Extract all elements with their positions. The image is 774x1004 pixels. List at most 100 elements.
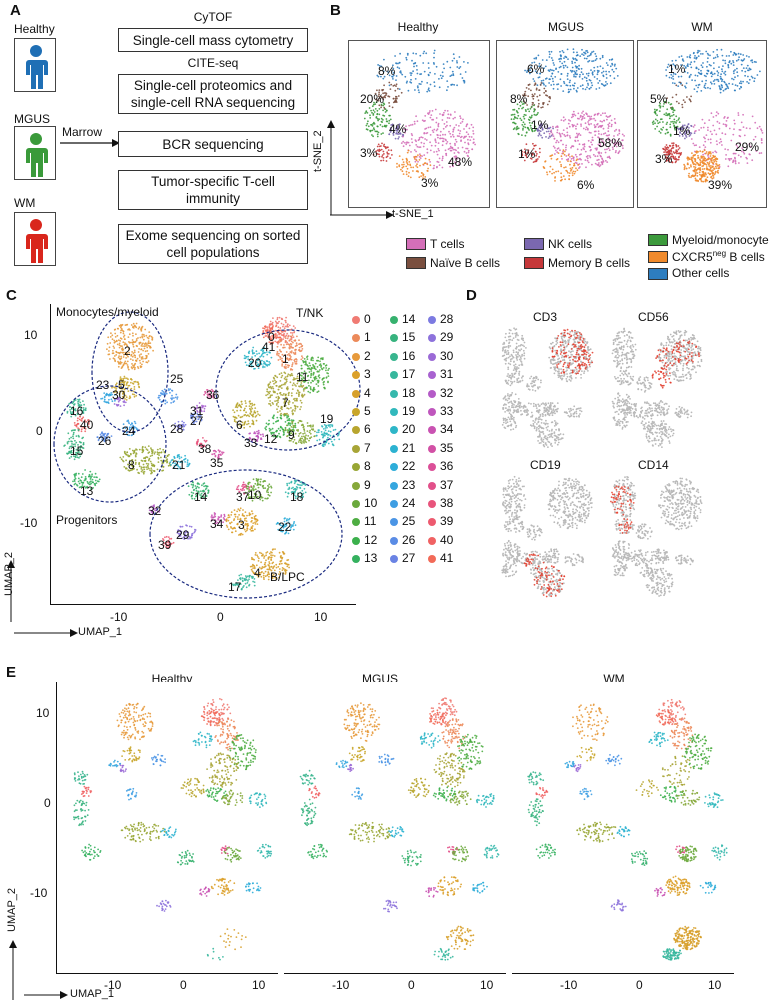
cell-point — [142, 466, 145, 469]
cell-point — [87, 419, 90, 421]
cell-point — [377, 143, 380, 146]
cell-point — [278, 432, 280, 435]
cell-point — [467, 151, 470, 154]
cell-point — [252, 413, 255, 416]
cell-point — [562, 116, 565, 119]
cell-point — [135, 344, 138, 347]
cell-point — [571, 113, 574, 116]
cell-point — [419, 146, 422, 148]
cell-point — [268, 363, 271, 366]
cell-point — [408, 161, 411, 163]
cell-point — [249, 407, 251, 410]
cell-point — [280, 407, 282, 410]
cell-point — [524, 90, 527, 93]
cell-point — [398, 129, 401, 132]
cell-point — [203, 485, 206, 488]
cell-point — [760, 129, 763, 132]
cell-point — [592, 60, 595, 62]
cell-point — [423, 50, 426, 53]
cell-point — [427, 167, 429, 170]
cell-point — [724, 148, 727, 150]
cell-point — [304, 363, 307, 366]
cell-point — [277, 336, 280, 339]
cell-point — [287, 415, 290, 418]
cell-point — [421, 119, 424, 122]
cell-point — [675, 152, 678, 155]
cell-point — [713, 167, 715, 170]
cell-point — [372, 153, 375, 156]
cell-point — [415, 115, 417, 118]
cell-point — [312, 371, 315, 374]
cell-point — [202, 490, 205, 492]
cell-point — [132, 426, 135, 429]
cell-point — [556, 88, 559, 90]
cell-point — [300, 364, 303, 367]
cell-point — [455, 158, 458, 160]
cell-point — [578, 64, 580, 67]
cell-point — [555, 141, 557, 144]
cell-point — [734, 162, 737, 165]
cell-point — [279, 435, 281, 438]
cell-point — [583, 57, 586, 60]
cell-point — [423, 70, 426, 73]
cell-point — [396, 66, 399, 69]
cell-point — [675, 122, 677, 124]
cell-point — [601, 112, 604, 115]
cell-point — [218, 451, 221, 453]
cell-point — [270, 433, 273, 435]
cell-point — [334, 428, 337, 431]
cell-point — [750, 75, 753, 78]
cell-point — [284, 320, 287, 322]
cell-point — [193, 422, 195, 424]
cell-point — [388, 105, 391, 107]
legend-label-myeloid: Myeloid/monocyte — [672, 233, 769, 247]
cell-point — [459, 158, 461, 160]
marrow-arrow-icon — [60, 139, 120, 147]
cell-point — [441, 113, 444, 116]
cell-point — [293, 377, 295, 379]
cell-point — [539, 65, 542, 68]
cell-point — [666, 148, 668, 151]
cell-point — [272, 403, 274, 405]
cell-point — [736, 146, 739, 149]
cell-point — [74, 408, 77, 410]
cell-point — [606, 161, 609, 163]
cell-point — [392, 78, 394, 80]
cell-point — [307, 382, 310, 384]
cell-point — [693, 60, 696, 63]
cell-point — [204, 488, 207, 491]
cell-point — [195, 407, 198, 410]
cell-point — [714, 79, 716, 81]
cell-point — [72, 435, 74, 438]
cell-point — [699, 73, 702, 75]
cell-point — [365, 128, 368, 131]
cell-point — [606, 148, 608, 151]
cell-point — [589, 156, 592, 159]
cell-point — [608, 149, 611, 152]
cell-point — [695, 161, 698, 164]
cell-point — [296, 375, 299, 378]
cell-point — [84, 430, 87, 433]
cell-point — [712, 177, 715, 179]
cell-point — [712, 172, 714, 175]
cell-point — [73, 429, 76, 432]
cell-point — [72, 443, 75, 446]
cell-point — [287, 373, 290, 376]
cell-point — [287, 414, 290, 416]
cell-point — [101, 438, 104, 441]
cell-point — [451, 70, 454, 73]
cell-point — [149, 342, 152, 344]
cell-point — [538, 102, 540, 105]
cell-point — [277, 399, 279, 402]
cell-point — [386, 155, 389, 158]
cell-point — [83, 479, 86, 482]
cell-point — [681, 128, 684, 131]
cell-point — [235, 405, 238, 408]
cell-point — [581, 53, 583, 56]
cell-point — [132, 390, 135, 393]
cell-point — [398, 123, 400, 126]
cell-point — [326, 372, 328, 374]
cell-point — [551, 77, 554, 80]
cell-point — [594, 134, 597, 136]
cell-point — [677, 118, 680, 121]
